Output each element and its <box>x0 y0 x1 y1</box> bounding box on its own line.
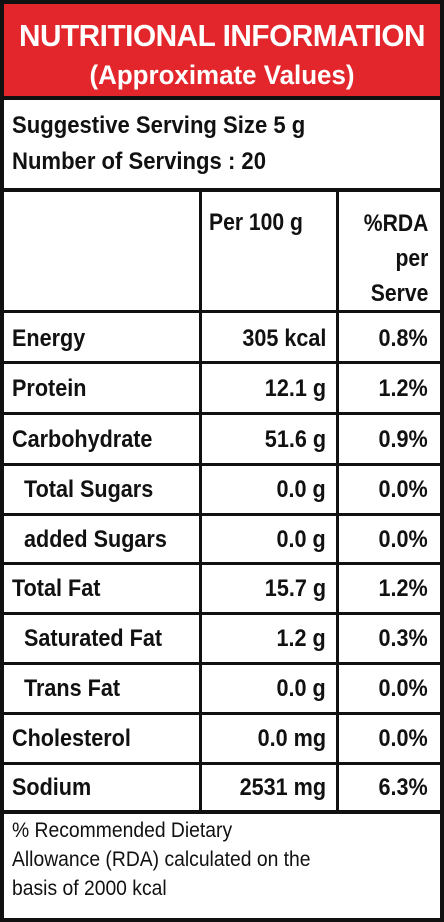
nutrient-value: 51.6 g <box>264 426 326 453</box>
serving-size: Suggestive Serving Size 5 g <box>12 112 306 139</box>
nutrient-name: Total Fat <box>12 575 101 602</box>
row-divider <box>4 412 440 415</box>
rda-header-line: per <box>395 245 428 272</box>
nutrient-rda: 0.0% <box>378 476 428 503</box>
row-divider <box>4 463 440 466</box>
nutrient-value: 12.1 g <box>264 375 326 402</box>
nutrient-rda: 1.2% <box>378 375 428 402</box>
serving-info: Suggestive Serving Size 5 g Number of Se… <box>12 108 331 180</box>
nutrient-value: 1.2 g <box>276 625 326 652</box>
nutrient-rda: 1.2% <box>378 575 428 602</box>
nutrient-value: 305 kcal <box>241 325 326 352</box>
nutrient-value: 0.0 g <box>276 675 326 702</box>
row-divider <box>4 513 440 516</box>
label-header: NUTRITIONAL INFORMATION (Approximate Val… <box>4 4 440 100</box>
nutrient-name: Saturated Fat <box>24 625 163 652</box>
column-header-rda: %RDA per Serve <box>363 206 428 311</box>
number-of-servings: Number of Servings : 20 <box>12 148 266 175</box>
divider-serving <box>4 188 440 192</box>
nutrient-value: 2531 mg <box>239 774 326 801</box>
footnote-line: % Recommended Dietary <box>12 819 233 842</box>
nutrient-value: 0.0 g <box>276 476 326 503</box>
row-divider <box>4 562 440 565</box>
divider-column-header <box>4 310 440 313</box>
nutrient-rda: 0.0% <box>378 675 428 702</box>
nutrient-rda: 0.3% <box>378 625 428 652</box>
rda-footnote: % Recommended Dietary Allowance (RDA) ca… <box>12 816 398 903</box>
nutrient-rda: 0.8% <box>378 325 428 352</box>
nutrient-value: 0.0 mg <box>257 725 326 752</box>
column-divider-name <box>199 192 202 810</box>
nutrient-name: Trans Fat <box>24 675 121 702</box>
row-divider <box>4 712 440 715</box>
nutrient-name: added Sugars <box>24 526 167 553</box>
row-divider <box>4 361 440 364</box>
nutrient-rda: 0.0% <box>378 725 428 752</box>
row-divider <box>4 762 440 765</box>
nutrient-name: Total Sugars <box>24 476 154 503</box>
nutrient-name: Energy <box>12 325 86 352</box>
column-divider-value <box>336 192 339 810</box>
column-header-per-100g: Per 100 g <box>209 209 303 236</box>
label-subtitle: (Approximate Values) <box>89 60 355 90</box>
nutrient-value: 15.7 g <box>264 575 326 602</box>
rda-header-line: Serve <box>370 280 428 307</box>
nutrient-name: Protein <box>12 375 87 402</box>
nutrient-name: Cholesterol <box>12 725 131 752</box>
footnote-line: basis of 2000 kcal <box>12 877 167 900</box>
nutrient-name: Sodium <box>12 774 92 801</box>
label-title: NUTRITIONAL INFORMATION <box>18 18 426 53</box>
row-divider <box>4 662 440 665</box>
nutrient-rda: 6.3% <box>378 774 428 801</box>
nutrient-rda: 0.9% <box>378 426 428 453</box>
nutrient-name: Carbohydrate <box>12 426 153 453</box>
nutrient-rda: 0.0% <box>378 526 428 553</box>
rda-header-line: %RDA <box>363 210 428 237</box>
nutrient-value: 0.0 g <box>276 526 326 553</box>
divider-footnote <box>4 810 440 814</box>
row-divider <box>4 612 440 615</box>
footnote-line: Allowance (RDA) calculated on the <box>12 848 311 871</box>
